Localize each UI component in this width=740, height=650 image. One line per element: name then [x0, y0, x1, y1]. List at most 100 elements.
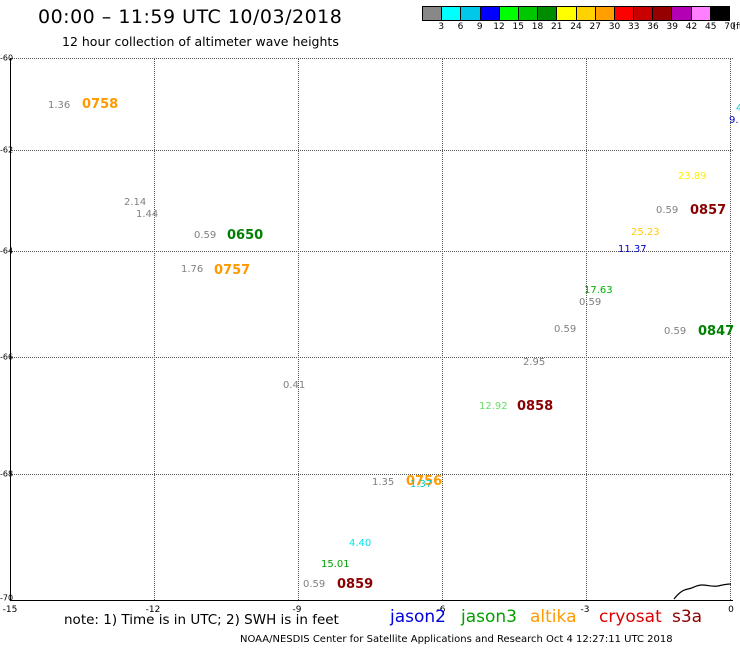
wave-height-value: 1.76 [181, 264, 204, 275]
lat-label-66: -66 [0, 352, 14, 362]
scale-label: 3 [438, 22, 445, 32]
lat-label-62: -62 [0, 145, 14, 155]
wave-height-value: 0.59 [656, 205, 679, 216]
wave-height-value: 15.01 [321, 559, 350, 570]
scale-swatch [461, 7, 481, 20]
wave-height-value: 4 [736, 103, 740, 114]
lon-label-15: -15 [2, 605, 18, 615]
scale-label: 30 [608, 22, 621, 32]
scale-swatch [557, 7, 577, 20]
scale-label: 12 [493, 22, 505, 32]
scale-label: 18 [531, 22, 544, 32]
lon-label-9: -9 [292, 605, 302, 615]
wave-height-value: 1.44 [136, 209, 159, 220]
scale-swatch [576, 7, 596, 20]
coastline-outline [673, 583, 732, 600]
scale-swatch [538, 7, 558, 20]
scale-label: 45 [705, 22, 717, 32]
pass-time-label: 0857 [690, 203, 727, 218]
scale-swatch [423, 7, 443, 20]
scale-label: 39 [666, 22, 678, 32]
footer-credit: NOAA/NESDIS Center for Satellite Applica… [240, 634, 673, 645]
pass-time-label: 0650 [227, 228, 264, 243]
pass-time-label: 0756 [406, 474, 443, 489]
wave-height-value: 0.41 [283, 380, 306, 391]
gridline-lon-12 [154, 58, 155, 600]
map-subtitle: 12 hour collection of altimeter wave hei… [62, 34, 339, 49]
scale-swatch [442, 7, 462, 20]
wave-height-value: 11.37 [618, 244, 647, 255]
units-note: note: 1) Time is in UTC; 2) SWH is in fe… [64, 612, 339, 628]
pass-time-label: 0847 [698, 324, 735, 339]
gridline-lat-60 [11, 58, 733, 59]
scale-swatch [634, 7, 654, 20]
legend-cryosat: cryosat [599, 607, 662, 627]
scale-swatch [518, 7, 539, 20]
scale-label: 70 [724, 22, 736, 32]
lat-label-64: -64 [0, 246, 14, 256]
lon-label-6: -6 [436, 605, 446, 615]
gridline-lon-0 [730, 58, 731, 600]
lat-label-70: -70 [0, 593, 14, 603]
scale-label: 15 [512, 22, 524, 32]
scale-swatch [595, 7, 615, 20]
wave-height-value: 1.35 [372, 477, 395, 488]
pass-time-label: 0757 [214, 263, 251, 278]
wave-height-value: 1.37 [410, 479, 433, 490]
color-scale-swatches [422, 6, 730, 21]
scale-unit-label: (ft) [732, 22, 740, 32]
wave-height-value: 0.59 [664, 326, 687, 337]
gridline-lat-68 [11, 474, 733, 475]
wave-height-value: 0.59 [554, 324, 577, 335]
wave-height-value: 1.36 [48, 100, 71, 111]
scale-label: 6 [457, 22, 464, 32]
scale-swatch [480, 7, 500, 20]
wave-height-value: 0.59 [303, 579, 326, 590]
gridline-lat-64 [11, 251, 733, 252]
gridline-lat-62 [11, 150, 733, 151]
legend-jason3: jason3 [461, 607, 517, 627]
scale-label: 33 [628, 22, 640, 32]
gridline-lat-66 [11, 357, 733, 358]
scale-swatch [710, 7, 729, 20]
wave-height-value: 25.23 [631, 227, 660, 238]
scale-swatch [672, 7, 692, 20]
wave-height-value: 4.40 [349, 538, 372, 549]
gridline-lon-9 [298, 58, 299, 600]
scale-swatch [691, 7, 711, 20]
wave-height-value: 0.59 [579, 297, 602, 308]
pass-time-label: 0858 [517, 399, 554, 414]
gridline-lon-6 [442, 58, 443, 600]
lat-label-60: -60 [0, 53, 14, 63]
scale-label: 36 [647, 22, 659, 32]
lon-label-3: -3 [580, 605, 590, 615]
lat-label-68: -68 [0, 469, 14, 479]
gridline-lon-3 [586, 58, 587, 600]
legend-s3a: s3a [672, 607, 703, 627]
wave-height-value: 17.63 [584, 285, 613, 296]
scale-swatch [653, 7, 673, 20]
scale-swatch [614, 7, 635, 20]
wave-height-value: 23.89 [678, 171, 707, 182]
wave-height-value: 2.95 [523, 357, 546, 368]
wave-height-value: 9. [729, 115, 739, 126]
map-frame [10, 58, 733, 601]
legend-jason2: jason2 [390, 607, 446, 627]
wave-height-value: 12.92 [479, 401, 508, 412]
scale-label: 9 [476, 22, 483, 32]
scale-label: 21 [551, 22, 563, 32]
scale-label: 24 [570, 22, 582, 32]
scale-label: 42 [685, 22, 698, 32]
map-title: 00:00 – 11:59 UTC 10/03/2018 [38, 6, 343, 28]
pass-time-label: 0859 [337, 577, 374, 592]
scale-label: 27 [589, 22, 601, 32]
wave-height-value: 0.59 [194, 230, 217, 241]
lon-label-0: 0 [728, 605, 734, 615]
wave-height-value: 2.14 [124, 197, 147, 208]
scale-swatch [499, 7, 519, 20]
legend-altika: altika [530, 607, 577, 627]
pass-time-label: 0758 [82, 97, 119, 112]
lon-label-12: -12 [145, 605, 161, 615]
